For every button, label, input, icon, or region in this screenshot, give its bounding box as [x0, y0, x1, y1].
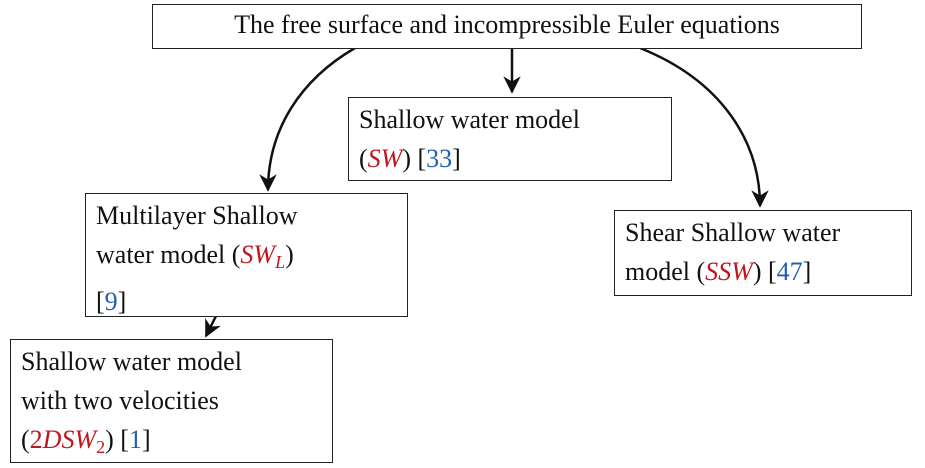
node-text: DSW [42, 425, 97, 454]
node-text: 33 [426, 144, 453, 173]
node-line: Shallow water model [21, 342, 322, 381]
node-line: The free surface and incompressible Eule… [163, 5, 851, 44]
node-text: ) [285, 240, 294, 269]
node-box: Multilayer Shallow water model (SWL) [9] [85, 193, 408, 317]
node-text: ( [21, 425, 30, 454]
node-text: Shallow water model [359, 105, 580, 134]
node-text: ) [ [752, 257, 777, 286]
node-text: [ [96, 287, 105, 316]
node-line: Shallow water model [359, 100, 661, 139]
node-line: (SW) [33] [359, 139, 661, 178]
node-text: 1 [128, 425, 142, 454]
arrow [639, 46, 769, 208]
node-text: 2 [29, 425, 43, 454]
node-text: ] [452, 144, 461, 173]
node-text: SW [240, 240, 276, 269]
node-text: Multilayer Shallow [96, 201, 298, 230]
node-line: (2DSW2) [1] [21, 420, 322, 467]
node-text: SW [367, 144, 403, 173]
node-text: SSW [705, 257, 753, 286]
node-text: L [275, 252, 286, 272]
node-text: ( [359, 144, 368, 173]
node-text: Shear Shallow water [625, 218, 841, 247]
node-text: ] [141, 425, 151, 454]
node-line: Multilayer Shallow [96, 196, 397, 235]
node-text: 9 [104, 287, 118, 316]
node-line: with two velocities [21, 381, 322, 420]
arrow [259, 46, 356, 192]
node-box: The free surface and incompressible Eule… [152, 4, 862, 49]
node-box: Shallow water model with two velocities (2… [10, 339, 333, 463]
node-text: The free surface and incompressible Eule… [234, 10, 780, 39]
node-text: water model ( [96, 240, 241, 269]
node-line: [9] [96, 282, 397, 321]
node-text: ) [ [402, 144, 427, 173]
node-box: Shear Shallow water model (SSW) [47] [614, 210, 912, 296]
node-text: model ( [625, 257, 706, 286]
arrow [204, 315, 221, 338]
node-text: with two velocities [21, 386, 219, 415]
node-text: ] [802, 257, 812, 286]
node-text: Shallow water model [21, 347, 242, 376]
node-box: Shallow water model (SW) [33] [348, 97, 672, 181]
node-line: Shear Shallow water [625, 213, 901, 252]
node-text: 47 [776, 257, 803, 286]
node-line: water model (SWL) [96, 235, 397, 282]
node-text: ) [ [105, 425, 129, 454]
node-text: 2 [96, 437, 106, 457]
node-line: model (SSW) [47] [625, 252, 901, 291]
node-text: ] [117, 287, 127, 316]
